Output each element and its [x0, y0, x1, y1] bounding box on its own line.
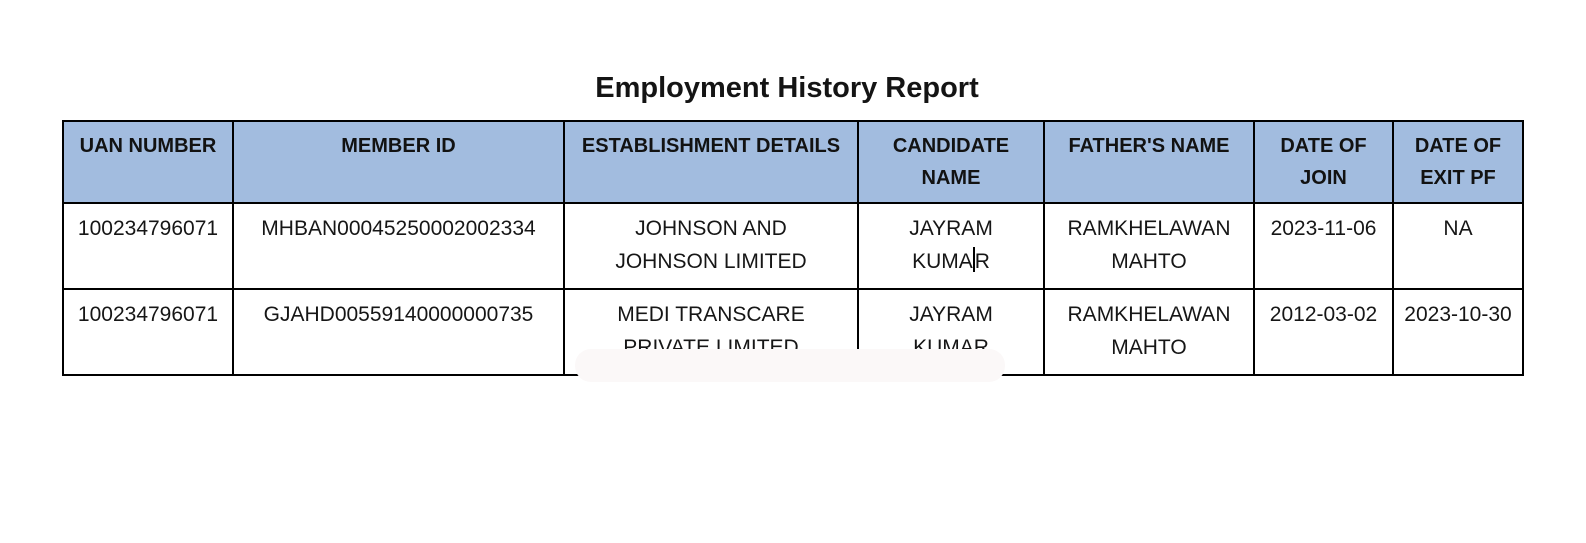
- cell-uan-number: 100234796071: [62, 202, 234, 290]
- cell-date-of-join: 2012-03-02: [1253, 287, 1394, 376]
- header-fathers-name: FATHER'S NAME: [1043, 120, 1255, 204]
- header-date-of-join: DATE OF JOIN: [1253, 120, 1394, 204]
- candidate-name-text-before-caret: KUMA: [912, 249, 973, 273]
- establishment-line: JOHNSON LIMITED: [615, 249, 807, 273]
- fathers-name-line: MAHTO: [1111, 249, 1187, 273]
- cell-fathers-name: RAMKHELAWAN MAHTO: [1043, 202, 1255, 290]
- fathers-name-line: RAMKHELAWAN: [1067, 302, 1231, 326]
- candidate-name-line: KUMAR: [863, 246, 1039, 279]
- header-candidate-name: CANDIDATE NAME: [857, 120, 1045, 204]
- cell-uan-number: 100234796071: [62, 287, 234, 376]
- faint-highlight-smudge: [575, 349, 1005, 382]
- cell-candidate-name[interactable]: JAYRAM KUMAR: [857, 202, 1045, 290]
- cell-date-of-exit-pf: 2023-10-30: [1392, 287, 1524, 376]
- employment-history-table: UAN NUMBER MEMBER ID ESTABLISHMENT DETAI…: [62, 120, 1524, 376]
- cell-date-of-join: 2023-11-06: [1253, 202, 1394, 290]
- candidate-name-text-after-caret: R: [974, 249, 990, 273]
- cell-establishment-details: JOHNSON AND JOHNSON LIMITED: [563, 202, 859, 290]
- page-title: Employment History Report: [595, 72, 979, 104]
- cell-fathers-name: RAMKHELAWAN MAHTO: [1043, 287, 1255, 376]
- header-member-id: MEMBER ID: [232, 120, 565, 204]
- header-establishment-details: ESTABLISHMENT DETAILS: [563, 120, 859, 204]
- table-header-row: UAN NUMBER MEMBER ID ESTABLISHMENT DETAI…: [62, 120, 1524, 204]
- establishment-line: JOHNSON AND: [635, 217, 787, 240]
- candidate-name-line: JAYRAM: [909, 217, 993, 240]
- header-uan-number: UAN NUMBER: [62, 120, 234, 204]
- header-date-of-exit-pf: DATE OF EXIT PF: [1392, 120, 1524, 204]
- text-caret: [972, 246, 975, 272]
- cell-member-id: GJAHD00559140000000735: [232, 287, 565, 376]
- fathers-name-line: RAMKHELAWAN: [1067, 217, 1231, 240]
- table-row: 100234796071 MHBAN00045250002002334 JOHN…: [62, 202, 1524, 290]
- cell-member-id: MHBAN00045250002002334: [232, 202, 565, 290]
- cell-date-of-exit-pf: NA: [1392, 202, 1524, 290]
- candidate-name-line: JAYRAM: [909, 302, 993, 326]
- establishment-line: MEDI TRANSCARE: [617, 302, 805, 326]
- fathers-name-line: MAHTO: [1111, 335, 1187, 359]
